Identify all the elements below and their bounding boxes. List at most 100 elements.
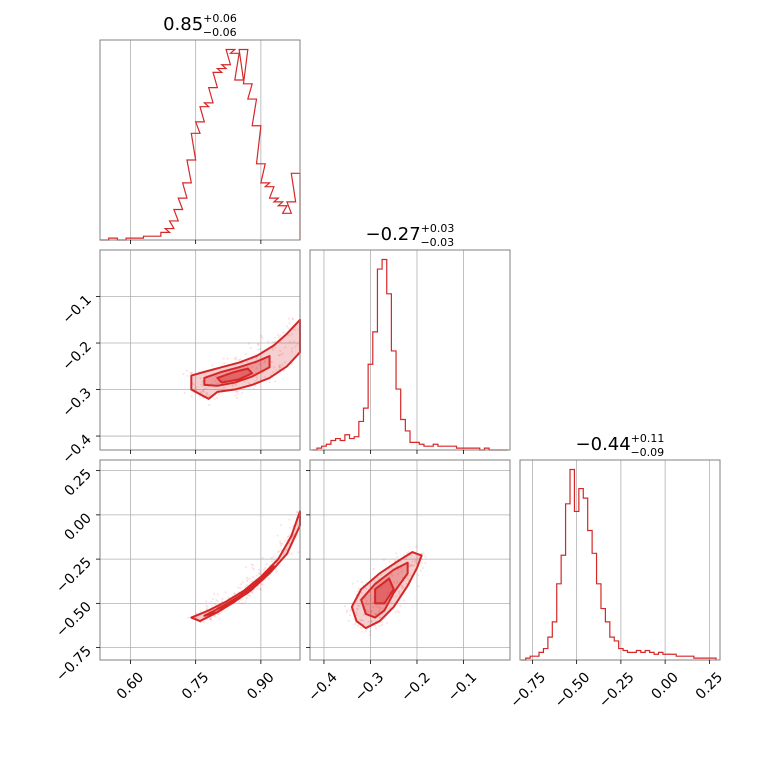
sample-point — [190, 372, 194, 375]
sample-point — [354, 621, 357, 624]
sample-point — [272, 556, 275, 559]
sample-point — [288, 340, 291, 343]
sample-point — [378, 606, 381, 609]
panel-frame-1-0 — [99, 249, 301, 451]
sample-point — [409, 564, 413, 567]
sample-point — [372, 601, 375, 605]
sample-point — [245, 580, 249, 583]
panel-2-1 — [310, 460, 510, 660]
panel-frame-2-1 — [309, 459, 511, 661]
sample-point — [201, 389, 204, 393]
sample-point — [235, 356, 238, 359]
sample-point — [394, 611, 397, 614]
sample-point — [378, 625, 381, 628]
sample-point — [251, 566, 254, 570]
sample-point — [380, 623, 383, 627]
sample-point — [259, 363, 262, 366]
sample-point — [234, 394, 237, 397]
sample-point — [349, 608, 352, 611]
sample-point — [411, 564, 414, 568]
sample-point — [250, 580, 253, 583]
sample-point — [258, 572, 261, 575]
panel-frame-2-2 — [519, 459, 721, 661]
sample-point — [279, 349, 282, 353]
sample-point — [183, 391, 186, 394]
sample-point — [187, 616, 190, 619]
sample-point — [255, 377, 259, 380]
contour-level-2 — [374, 577, 395, 605]
sample-point — [256, 574, 259, 577]
sample-point — [234, 384, 237, 387]
sample-point — [420, 562, 423, 565]
sample-point — [292, 340, 295, 343]
sample-point — [245, 566, 248, 569]
sample-point — [279, 540, 282, 543]
sample-point — [288, 542, 291, 545]
y-tick-label: −0.25 — [53, 555, 95, 597]
sample-point — [390, 566, 394, 570]
sample-point — [201, 380, 204, 383]
sample-point — [201, 384, 204, 388]
sample-point — [215, 598, 218, 602]
sample-point — [375, 627, 378, 630]
sample-point — [287, 317, 290, 320]
sample-point — [372, 567, 375, 571]
sample-point — [218, 617, 221, 620]
sample-point — [373, 625, 377, 628]
sample-point — [246, 576, 249, 579]
sample-point — [356, 580, 359, 583]
sample-point — [290, 552, 293, 555]
sample-point — [222, 357, 225, 360]
sample-point — [214, 375, 217, 378]
sample-point — [279, 545, 283, 548]
sample-point — [275, 569, 278, 572]
sample-point — [284, 361, 287, 364]
sample-point — [367, 603, 370, 606]
sample-point — [237, 390, 240, 393]
panel-1-1 — [312, 250, 508, 451]
sample-point — [243, 380, 246, 383]
sample-point — [282, 552, 285, 555]
contour-level-0 — [190, 510, 301, 623]
sample-point — [281, 352, 285, 355]
sample-point — [209, 618, 212, 621]
sample-point — [251, 564, 255, 567]
sample-point — [202, 390, 205, 394]
sample-point — [276, 534, 279, 537]
sample-point — [273, 559, 276, 562]
sample-point — [205, 391, 208, 395]
sample-point — [296, 343, 299, 346]
sample-point — [348, 614, 351, 617]
x-tick-label: −0.4 — [305, 669, 340, 704]
sample-point — [261, 336, 264, 339]
sample-point — [353, 623, 356, 626]
x-tick-label: −0.50 — [552, 669, 594, 711]
sample-point — [280, 353, 283, 356]
sample-point — [274, 346, 277, 349]
sample-point — [265, 563, 268, 566]
y-tick-label: −0.2 — [59, 339, 94, 374]
sample-point — [253, 380, 256, 383]
sample-point — [370, 609, 373, 613]
sample-point — [295, 511, 298, 514]
sample-point — [270, 556, 273, 560]
title-plus: +0.06 — [203, 12, 237, 25]
sample-point — [241, 601, 244, 605]
sample-point — [364, 587, 367, 590]
sample-point — [278, 550, 281, 553]
sample-point — [248, 577, 251, 580]
sample-point — [385, 621, 388, 625]
sample-point — [213, 615, 216, 618]
sample-point — [287, 535, 290, 538]
sample-point — [292, 532, 296, 536]
sample-point — [226, 357, 229, 360]
sample-point — [182, 373, 185, 376]
sample-point — [356, 590, 359, 593]
sample-point — [407, 578, 410, 581]
title-minus: −0.06 — [203, 26, 237, 39]
sample-point — [255, 379, 258, 382]
sample-point — [246, 596, 249, 599]
sample-point — [284, 549, 287, 552]
sample-point — [244, 353, 247, 356]
sample-point — [272, 370, 275, 374]
